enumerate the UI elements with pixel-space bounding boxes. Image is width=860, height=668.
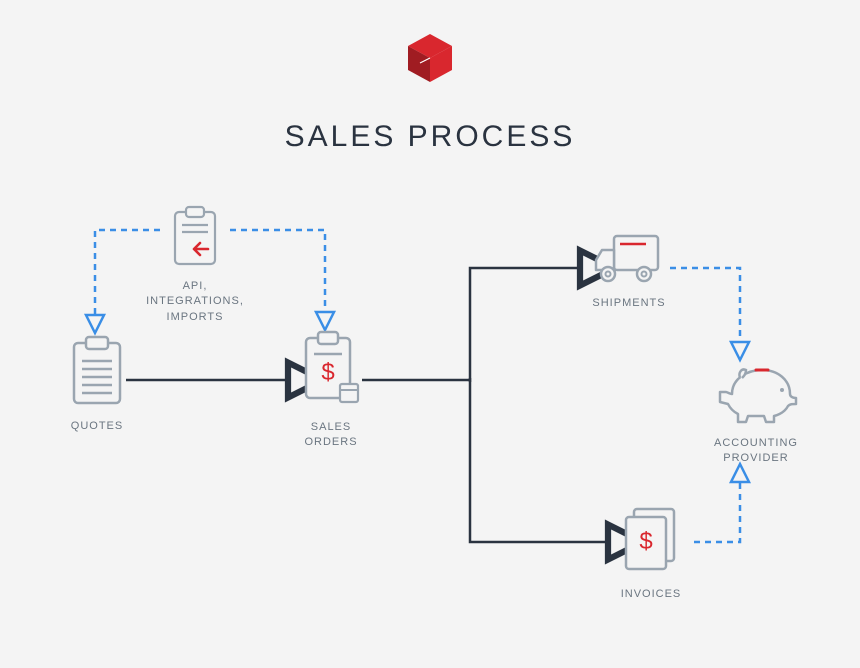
clipboard-dollar-icon: $ [300,330,362,410]
node-accounting-provider: ACCOUNTING PROVIDER [696,360,816,467]
node-label: SHIPMENTS [592,296,665,311]
svg-text:$: $ [639,528,652,555]
node-label: QUOTES [71,419,123,434]
clipboard-icon [68,335,126,409]
page-title: SALES PROCESS [0,120,860,154]
node-quotes: QUOTES [68,335,126,434]
svg-text:$: $ [321,359,334,386]
node-label: API, INTEGRATIONS, IMPORTS [145,279,245,325]
documents-dollar-icon: $ [620,505,682,577]
node-label: ACCOUNTING PROVIDER [714,436,798,467]
piggy-bank-icon [712,360,800,426]
flow-connectors [0,0,860,668]
node-invoices: $ INVOICES [620,505,682,602]
node-label: SALES ORDERS [300,420,362,451]
node-label: INVOICES [621,587,682,602]
node-sales-orders: $ SALES ORDERS [300,330,362,451]
node-api-integrations: API, INTEGRATIONS, IMPORTS [145,205,245,325]
logo-cube-icon [402,30,458,91]
truck-icon [590,230,668,286]
node-shipments: SHIPMENTS [590,230,668,311]
clipboard-import-icon [170,205,220,269]
